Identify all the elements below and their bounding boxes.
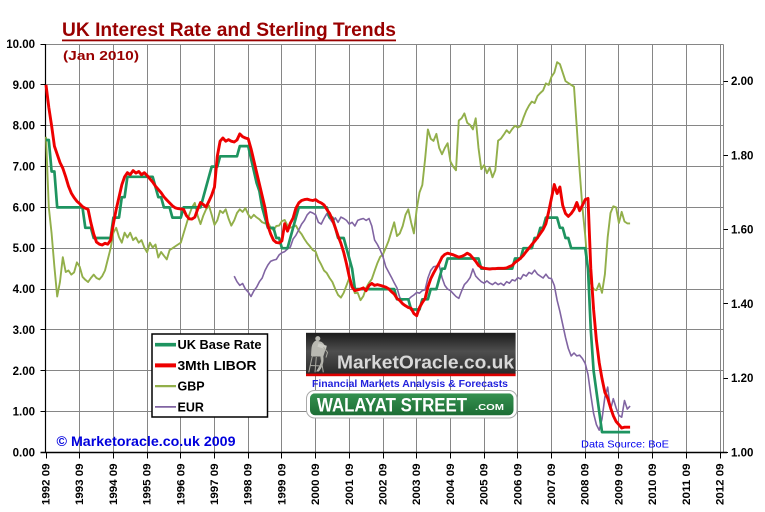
svg-text:2001 09: 2001 09 [344,464,356,506]
svg-text:GBP: GBP [178,380,205,394]
svg-text:2000 09: 2000 09 [310,464,322,506]
svg-text:2.00: 2.00 [731,76,753,88]
svg-text:UK Base Rate: UK Base Rate [178,338,262,352]
svg-text:WALAYAT STREET: WALAYAT STREET [317,396,467,417]
svg-text:2011 09: 2011 09 [681,464,693,506]
svg-text:1992 09: 1992 09 [41,464,53,506]
svg-text:2007 09: 2007 09 [546,464,558,506]
svg-text:3.00: 3.00 [13,325,35,337]
svg-text:(Jan 2010): (Jan 2010) [63,48,139,63]
svg-text:7.00: 7.00 [13,162,35,174]
svg-text:1.00: 1.00 [731,448,753,460]
svg-text:1.20: 1.20 [731,373,753,385]
svg-text:8.00: 8.00 [13,121,35,133]
svg-text:9.00: 9.00 [13,80,35,92]
svg-text:MarketOracle.co.uk: MarketOracle.co.uk [337,353,515,373]
svg-text:6.00: 6.00 [13,202,35,214]
svg-text:1999 09: 1999 09 [276,464,288,506]
svg-text:EUR: EUR [178,400,204,414]
svg-text:1993 09: 1993 09 [74,464,86,506]
svg-text:2003 09: 2003 09 [411,464,423,506]
svg-text:Data Source: BoE: Data Source: BoE [581,439,669,451]
svg-text:2009 09: 2009 09 [613,464,625,506]
svg-text:UK Interest Rate and Sterling: UK Interest Rate and Sterling Trends [62,20,396,41]
svg-text:1996 09: 1996 09 [175,464,187,506]
svg-text:1.60: 1.60 [731,225,753,237]
svg-text:5.00: 5.00 [13,243,35,255]
svg-text:2005 09: 2005 09 [479,464,491,506]
svg-text:Financial Markets Analysis & F: Financial Markets Analysis & Forecasts [312,379,508,390]
svg-text:.COM: .COM [475,402,504,412]
svg-text:10.00: 10.00 [6,39,35,51]
svg-text:2012 09: 2012 09 [715,464,727,506]
svg-text:4.00: 4.00 [13,284,35,296]
svg-text:2004 09: 2004 09 [445,464,457,506]
svg-text:1998 09: 1998 09 [243,464,255,506]
svg-text:1.00: 1.00 [13,407,35,419]
svg-text:© Marketoracle.co.uk 2009: © Marketoracle.co.uk 2009 [57,434,236,449]
svg-text:0.00: 0.00 [13,448,35,460]
svg-text:2008 09: 2008 09 [580,464,592,506]
svg-text:1995 09: 1995 09 [142,464,154,506]
svg-text:1994 09: 1994 09 [108,464,120,506]
svg-text:3Mth LIBOR: 3Mth LIBOR [178,359,257,373]
svg-text:2006 09: 2006 09 [512,464,524,506]
svg-text:2010 09: 2010 09 [647,464,659,506]
svg-text:2.00: 2.00 [13,366,35,378]
svg-text:1.80: 1.80 [731,150,753,162]
svg-text:2002 09: 2002 09 [378,464,390,506]
svg-text:1.40: 1.40 [731,299,753,311]
svg-text:1997 09: 1997 09 [209,464,221,506]
